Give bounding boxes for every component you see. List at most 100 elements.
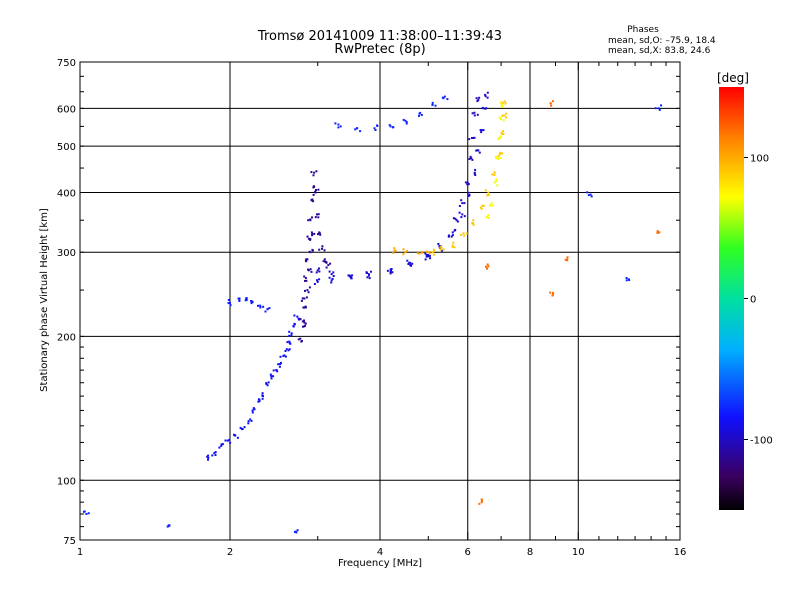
data-point [307, 291, 310, 294]
data-point [317, 233, 319, 236]
data-point [504, 102, 507, 105]
data-point [475, 97, 478, 100]
data-point [267, 381, 270, 384]
data-point [303, 297, 306, 300]
data-point [206, 455, 209, 458]
data-point [481, 204, 484, 207]
data-point [458, 205, 461, 207]
data-point [275, 369, 278, 372]
data-point [313, 185, 316, 188]
data-point [453, 229, 456, 232]
data-point [328, 270, 331, 273]
x-axis-ticks: 1 2 4 6 8 10 16 [77, 62, 687, 558]
data-point [452, 217, 455, 220]
data-point [287, 349, 290, 352]
data-point [318, 267, 320, 270]
data-point [332, 271, 335, 274]
data-point [288, 340, 291, 343]
data-point [315, 189, 317, 191]
data-point [498, 116, 501, 119]
data-point [493, 174, 496, 176]
data-point [214, 451, 217, 454]
y-tick-label: 200 [57, 332, 76, 343]
x-tick-label: 10 [572, 547, 585, 558]
data-point [475, 149, 478, 152]
data-point [424, 258, 427, 261]
data-point [386, 269, 389, 272]
data-point [486, 215, 489, 218]
data-point [486, 267, 488, 270]
data-point [451, 244, 454, 247]
data-point [500, 103, 503, 106]
data-point [319, 233, 322, 236]
x-tick-label: 16 [674, 547, 687, 558]
y-tick-label: 500 [57, 142, 76, 153]
data-point [252, 407, 255, 410]
data-point [229, 441, 232, 444]
data-point [354, 128, 357, 131]
data-point [315, 271, 318, 274]
data-point [505, 112, 508, 115]
data-point [485, 265, 487, 268]
data-point [493, 181, 496, 184]
data-point [484, 189, 487, 192]
data-point [409, 264, 412, 267]
data-point [279, 355, 282, 358]
data-point [310, 270, 313, 273]
data-point [218, 446, 221, 449]
data-point [166, 525, 169, 528]
data-point [502, 130, 504, 133]
colorbar [719, 87, 744, 510]
data-point [310, 231, 313, 234]
data-point [365, 271, 368, 274]
data-point [323, 249, 326, 252]
data-point [391, 271, 394, 274]
y-tick-label: 300 [57, 248, 76, 259]
x-tick-label: 1 [77, 547, 83, 558]
data-point [229, 301, 231, 304]
data-point [356, 127, 358, 130]
data-point [462, 232, 465, 235]
data-point [478, 151, 481, 154]
data-point [488, 216, 491, 219]
data-point [482, 129, 485, 132]
data-point [487, 214, 490, 217]
data-point [497, 158, 499, 160]
data-point [305, 258, 308, 261]
data-point [292, 325, 295, 328]
data-point [587, 194, 590, 197]
data-point [476, 100, 479, 103]
data-point [427, 255, 430, 258]
x-tick-label: 6 [465, 547, 471, 558]
phases-line-o: mean, sd,O: –75.9, 18.4 [608, 36, 716, 46]
data-point [549, 102, 552, 105]
data-point [476, 113, 479, 116]
data-point [316, 279, 318, 282]
data-point [469, 155, 472, 158]
data-point [309, 238, 312, 241]
data-point [502, 133, 505, 135]
data-point [481, 106, 484, 109]
data-point [418, 252, 421, 255]
data-point [301, 297, 304, 300]
data-point [389, 271, 392, 273]
data-point [564, 258, 567, 261]
data-point [425, 250, 428, 253]
data-point [586, 191, 589, 194]
data-point [313, 232, 316, 235]
data-point [467, 191, 470, 194]
data-point [311, 234, 314, 237]
data-point [304, 279, 306, 282]
data-point [479, 206, 482, 209]
data-point [221, 443, 224, 446]
data-point [317, 213, 320, 216]
data-point [405, 122, 408, 125]
data-point [472, 137, 474, 139]
data-point [226, 439, 229, 442]
data-point [440, 249, 443, 252]
data-point [484, 93, 487, 96]
data-point [293, 322, 296, 325]
data-point [347, 274, 350, 277]
data-point [466, 181, 469, 184]
data-point [330, 281, 333, 284]
